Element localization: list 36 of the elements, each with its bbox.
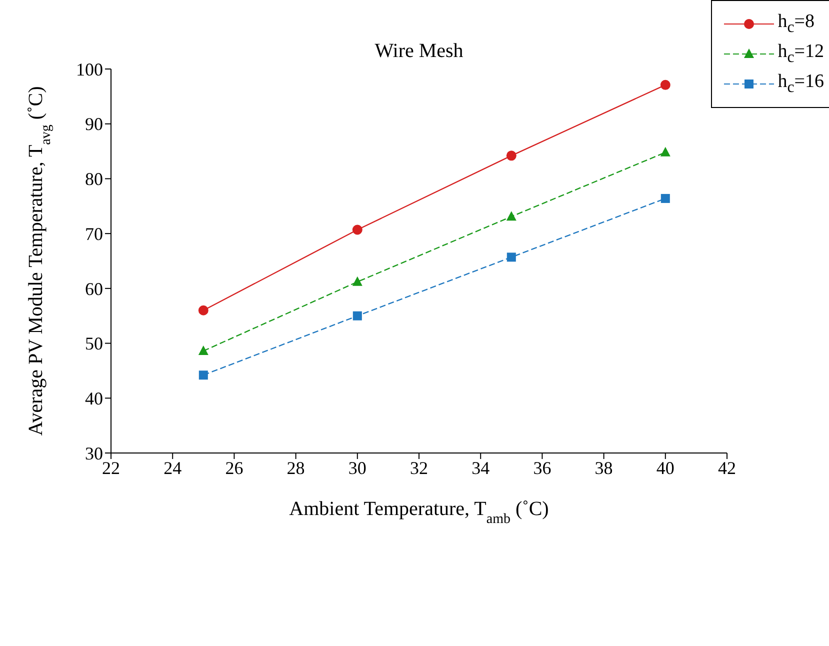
point bbox=[660, 146, 670, 156]
point bbox=[506, 211, 516, 221]
y-tick-label: 50 bbox=[85, 334, 103, 354]
y-tick-label: 60 bbox=[85, 278, 103, 299]
point bbox=[352, 311, 362, 320]
x-tick-label: 34 bbox=[472, 458, 490, 478]
y-tick-label: 80 bbox=[85, 169, 103, 190]
y-tick-label: 30 bbox=[85, 443, 103, 464]
legend-label: h$_{c}$=8 bbox=[778, 11, 814, 37]
x-tick-label: 32 bbox=[410, 458, 428, 478]
point bbox=[198, 370, 208, 380]
x-tick-label: 28 bbox=[286, 458, 305, 478]
x-tick-label: 38 bbox=[594, 458, 613, 478]
legend-label: h$_{c}$=12 bbox=[778, 41, 824, 67]
legend-label: h$_{c}$=16 bbox=[778, 71, 824, 97]
point bbox=[198, 345, 208, 355]
point bbox=[660, 80, 670, 90]
x-axis-title: Ambient Temperature, T$_{amb}$ (˚C) bbox=[289, 498, 549, 526]
y-tick-label: 40 bbox=[85, 388, 103, 409]
point bbox=[506, 150, 516, 161]
point bbox=[352, 276, 362, 286]
x-tick-label: 26 bbox=[225, 458, 244, 478]
x-tick-label: 30 bbox=[348, 458, 366, 478]
x-tick-label: 42 bbox=[718, 458, 736, 478]
x-tick-label: 24 bbox=[164, 458, 182, 478]
x-tick-label: 40 bbox=[656, 458, 674, 478]
y-tick-label: 70 bbox=[85, 224, 103, 244]
x-tick-label: 36 bbox=[533, 458, 552, 478]
y-tick-label: 100 bbox=[76, 59, 103, 80]
point bbox=[660, 194, 670, 203]
point bbox=[198, 305, 208, 316]
x-tick-label: 22 bbox=[102, 458, 120, 478]
point bbox=[506, 252, 516, 262]
chart-title: Wire Mesh bbox=[374, 40, 464, 63]
y-tick-label: 90 bbox=[85, 114, 103, 134]
point bbox=[352, 224, 362, 235]
